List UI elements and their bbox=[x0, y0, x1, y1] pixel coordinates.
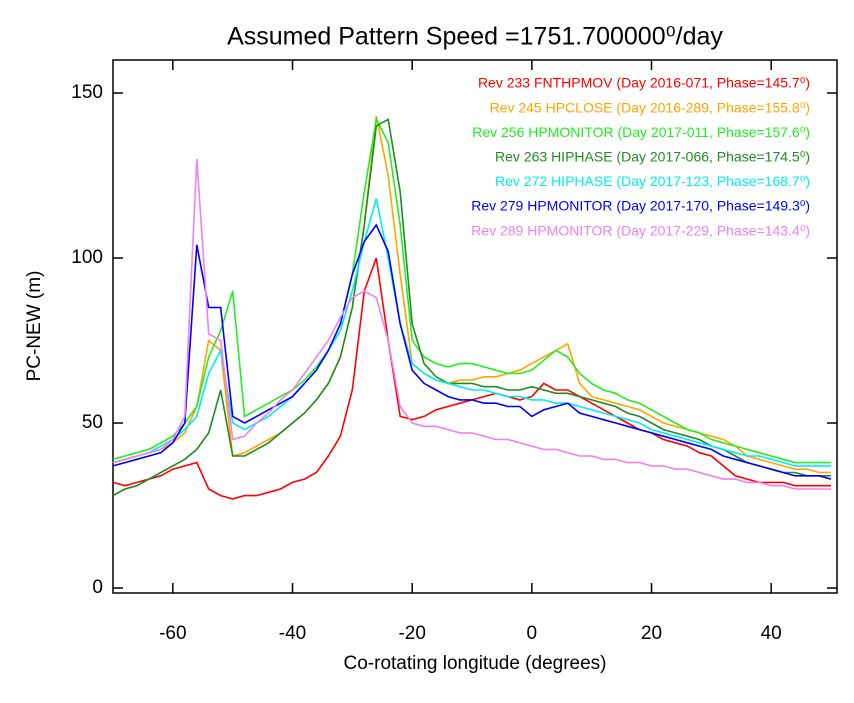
y-tick-label: 50 bbox=[82, 412, 103, 433]
legend-entry: Rev 279 HPMONITOR (Day 2017-170, Phase=1… bbox=[471, 198, 810, 214]
x-tick-label: 40 bbox=[761, 623, 782, 644]
x-tick-label: -60 bbox=[159, 623, 186, 644]
series-line bbox=[112, 116, 831, 464]
x-tick-label: -20 bbox=[398, 623, 425, 644]
legend-entry: Rev 263 HIPHASE (Day 2017-066, Phase=174… bbox=[495, 149, 810, 165]
y-tick-label: 100 bbox=[71, 247, 103, 268]
legend-entry: Rev 289 HPMONITOR (Day 2017-229, Phase=1… bbox=[471, 222, 810, 238]
series-line bbox=[112, 198, 831, 467]
legend-entry: Rev 233 FNTHPMOV (Day 2016-071, Phase=14… bbox=[478, 75, 810, 91]
y-axis-label: PC-NEW (m) bbox=[24, 271, 45, 382]
x-tick-label: 0 bbox=[527, 623, 538, 644]
x-axis-label: Co-rotating longitude (degrees) bbox=[344, 653, 607, 674]
x-tick-label: 20 bbox=[641, 623, 662, 644]
series-line bbox=[112, 115, 831, 474]
legend-entry: Rev 256 HPMONITOR (Day 2017-011, Phase=1… bbox=[472, 124, 810, 140]
series-line bbox=[112, 223, 832, 480]
chart-title: Assumed Pattern Speed =1751.700000⁰/day bbox=[227, 23, 723, 51]
series-line bbox=[112, 158, 831, 490]
x-tick-label: -40 bbox=[279, 623, 306, 644]
y-tick-label: 0 bbox=[92, 577, 103, 598]
legend-entry: Rev 272 HIPHASE (Day 2017-123, Phase=168… bbox=[495, 173, 810, 189]
legend-entry: Rev 245 HPCLOSE (Day 2016-289, Phase=155… bbox=[490, 99, 810, 115]
y-tick-label: 150 bbox=[71, 82, 103, 103]
series-line bbox=[112, 257, 831, 500]
plot-frame bbox=[112, 59, 838, 594]
